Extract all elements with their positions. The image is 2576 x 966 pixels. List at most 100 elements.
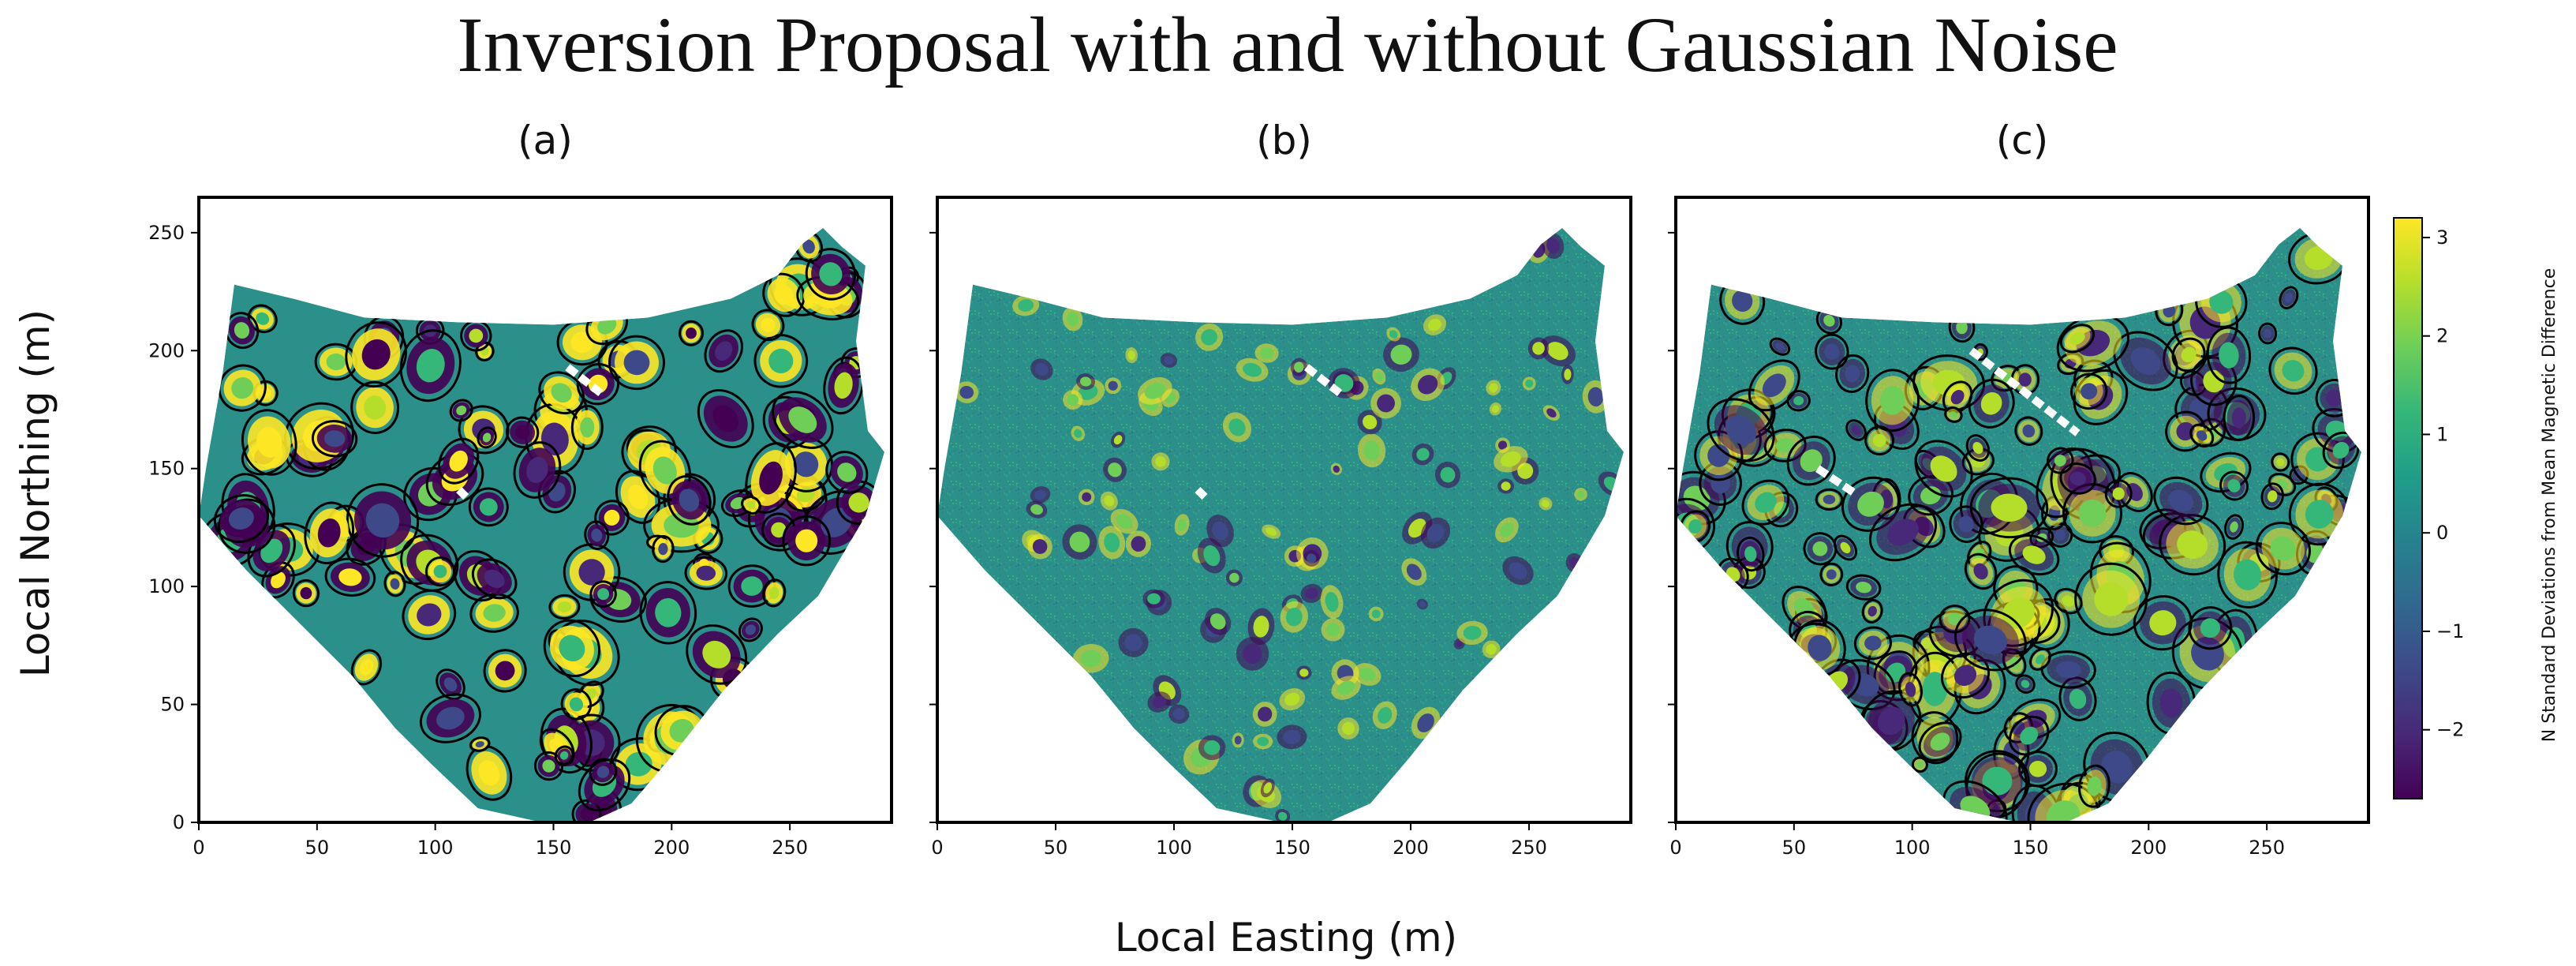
anomaly-core <box>1325 623 1340 637</box>
anomaly-core <box>1541 500 1550 508</box>
anomaly-core <box>1440 466 1456 483</box>
data-gap <box>1968 347 2081 436</box>
anomaly-core <box>834 372 853 399</box>
anomaly-core <box>456 405 467 416</box>
anomaly-outline <box>471 558 518 600</box>
anomaly-core <box>482 432 492 443</box>
anomaly-outline <box>2219 470 2249 501</box>
anomaly-outline <box>399 329 462 402</box>
anomaly-core <box>1074 429 1082 438</box>
anomaly-core <box>1576 490 1585 499</box>
anomaly-outline <box>424 556 456 587</box>
anomaly-core <box>1204 739 1221 755</box>
anomaly-core <box>1958 515 1974 533</box>
x-tick-label: 250 <box>1511 837 1547 859</box>
anomaly-core <box>1497 440 1508 450</box>
anomaly-core <box>2325 389 2343 407</box>
x-tick-label: 50 <box>1782 837 1807 859</box>
anomaly-outline <box>741 495 761 515</box>
anomaly-core <box>2159 688 2183 718</box>
anomaly-core <box>1775 343 1785 351</box>
figure-title: Inversion Proposal with and without Gaus… <box>457 1 2118 88</box>
anomaly-core <box>774 285 794 305</box>
anomaly-outline <box>346 483 420 558</box>
anomaly-core <box>2094 582 2129 616</box>
anomaly-core <box>1500 451 1521 467</box>
anomaly-core <box>597 588 610 601</box>
anomaly-outline <box>2165 410 2207 452</box>
anomaly-outline <box>2268 346 2318 395</box>
anomaly-outline <box>1942 780 2008 822</box>
anomaly-core <box>1793 395 1804 406</box>
anomaly-outline <box>2217 541 2278 609</box>
colorbar-tick-label: −1 <box>2436 620 2464 642</box>
anomaly-outline <box>1707 398 1775 462</box>
anomaly-outline <box>218 364 267 412</box>
anomaly-core <box>2022 425 2036 438</box>
x-tick-label: 200 <box>2130 837 2167 859</box>
anomaly-outline <box>2271 452 2290 472</box>
anomaly-core <box>1337 680 1355 695</box>
anomaly-core <box>2081 383 2098 400</box>
anomaly-outline <box>560 688 593 721</box>
axes-frame <box>936 196 1632 824</box>
anomaly-core <box>1500 522 1514 537</box>
anomaly-core <box>1887 519 1919 546</box>
anomaly-core <box>1263 782 1273 794</box>
anomaly-outline <box>419 693 481 743</box>
anomaly-core <box>300 586 312 600</box>
anomaly-core <box>2231 407 2246 429</box>
anomaly-core <box>1725 415 1757 445</box>
anomaly-core <box>271 571 286 589</box>
y-axis-label: Local Northing (m) <box>13 309 58 677</box>
anomaly-outline <box>745 442 797 514</box>
anomaly-core <box>1177 518 1187 531</box>
anomaly-core <box>1032 539 1048 554</box>
anomaly-core <box>1147 593 1161 605</box>
anomaly-core <box>1856 582 1872 593</box>
anomaly-core <box>578 559 605 586</box>
anomaly-core <box>1378 706 1393 724</box>
anomaly-outline <box>1918 721 1962 762</box>
anomaly-outline <box>1676 497 1715 552</box>
anomaly-core <box>1305 587 1318 599</box>
anomaly-core <box>1258 706 1273 722</box>
anomaly-core <box>959 385 974 399</box>
anomaly-core <box>361 339 391 370</box>
anomaly-core <box>1546 342 1568 361</box>
anomaly-core <box>1108 380 1118 391</box>
anomaly-core <box>390 578 400 590</box>
anomaly-core <box>788 406 817 433</box>
anomaly-outline <box>436 668 465 701</box>
anomaly-outline <box>483 649 527 693</box>
anomaly-core <box>1144 383 1165 399</box>
anomaly-core <box>1080 376 1092 387</box>
anomaly-outline <box>304 501 355 565</box>
anomaly-outline <box>608 335 665 391</box>
anomaly-core <box>1840 541 1851 554</box>
anomaly-core <box>484 569 505 589</box>
anomaly-core <box>359 659 374 676</box>
anomaly-core <box>1294 361 1304 373</box>
anomaly-core <box>1546 238 1560 254</box>
anomaly-core <box>802 239 815 254</box>
axes-frame <box>197 196 893 824</box>
anomaly-core <box>2230 521 2238 533</box>
anomaly-outline <box>2258 322 2278 345</box>
anomaly-core <box>1243 362 1262 377</box>
anomaly-core <box>514 425 530 440</box>
anomaly-core <box>1284 692 1300 706</box>
anomaly-core <box>623 350 650 376</box>
anomaly-core <box>759 461 783 495</box>
anomaly-outline <box>753 334 809 388</box>
anomaly-outline <box>453 550 503 602</box>
anomaly-core <box>1155 456 1166 467</box>
anomaly-core <box>1491 405 1499 414</box>
anomaly-core <box>1868 605 1877 617</box>
anomaly-core <box>1371 609 1381 619</box>
anomaly-core <box>679 489 700 512</box>
anomaly-outline <box>2028 647 2051 671</box>
anomaly-outline <box>2255 522 2311 576</box>
anomaly-core <box>1069 531 1090 552</box>
anomaly-outline <box>2047 447 2074 474</box>
